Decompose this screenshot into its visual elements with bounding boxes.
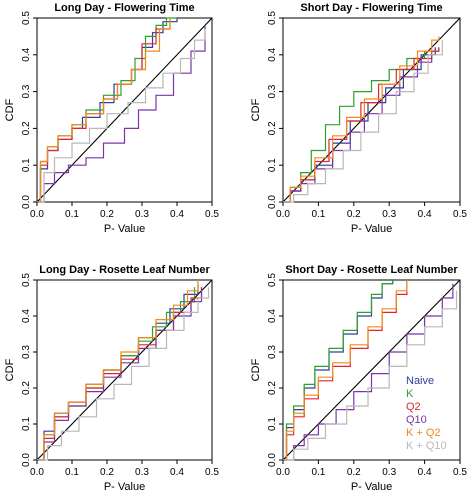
chart-title: Long Day - Flowering Time	[54, 2, 194, 14]
series-line-q2	[283, 47, 440, 203]
legend-entry: K	[406, 388, 414, 400]
x-axis-label: P- Value	[351, 481, 392, 493]
x-tick-label: 0.1	[311, 467, 325, 478]
y-tick-label: 0.5	[267, 273, 278, 287]
y-tick-label: 0.5	[21, 273, 32, 287]
chart-title: Short Day - Flowering Time	[300, 2, 442, 14]
plot-frame	[282, 17, 461, 203]
y-tick-label: 0.0	[267, 453, 278, 467]
x-tick-label: 0.3	[382, 467, 396, 478]
y-tick-label: 0.3	[21, 84, 32, 98]
legend-entry: Q2	[406, 401, 421, 413]
plot-frame	[36, 279, 213, 461]
series-line-k-q2	[283, 280, 408, 461]
series-line-k-q10	[283, 290, 458, 461]
plot-frame	[36, 17, 213, 203]
series-line-k-q2	[37, 280, 199, 461]
y-tick-label: 0.1	[21, 417, 32, 431]
x-tick-label: 0.5	[453, 209, 467, 220]
x-tick-label: 0.3	[382, 209, 396, 220]
diagonal-reference-line	[282, 17, 461, 203]
x-tick-label: 0.0	[30, 209, 44, 220]
x-tick-label: 0.1	[65, 209, 79, 220]
x-tick-label: 0.3	[135, 209, 149, 220]
y-tick-label: 0.4	[267, 309, 278, 323]
legend-entry: Naive	[406, 375, 434, 387]
chart-title: Long Day - Rosette Leaf Number	[39, 264, 210, 276]
diagonal-reference-line	[36, 279, 213, 461]
x-tick-label: 0.4	[418, 467, 432, 478]
y-tick-label: 0.1	[21, 158, 32, 172]
chart-panel: Long Day - Rosette Leaf Number 0.0 0.1 0.2 0…	[4, 264, 219, 493]
y-tick-label: 0.2	[21, 121, 32, 135]
series-line-q10	[283, 54, 433, 203]
x-tick-label: 0.1	[65, 467, 79, 478]
y-tick-label: 0.2	[267, 121, 278, 135]
y-tick-label: 0.2	[267, 381, 278, 395]
series-line-k-q2	[37, 18, 171, 203]
x-tick-label: 0.4	[170, 209, 184, 220]
x-axis-label: P- Value	[104, 223, 145, 235]
x-tick-label: 0.2	[100, 209, 114, 220]
chart-title: Short Day - Rosette Leaf Number	[285, 264, 458, 276]
y-tick-label: 0.0	[267, 195, 278, 209]
x-tick-label: 0.5	[453, 467, 467, 478]
y-tick-label: 0.1	[267, 158, 278, 172]
x-tick-label: 0.4	[418, 209, 432, 220]
x-tick-label: 0.1	[311, 209, 325, 220]
series-line-k	[283, 280, 394, 461]
x-tick-label: 0.3	[135, 467, 149, 478]
series-line-k-q10	[37, 29, 206, 203]
series-line-q2	[283, 280, 408, 461]
y-axis-label: CDF	[4, 358, 16, 381]
x-tick-label: 0.0	[30, 467, 44, 478]
x-tick-label: 0.0	[276, 209, 290, 220]
y-tick-label: 0.0	[21, 195, 32, 209]
y-tick-label: 0.5	[21, 11, 32, 25]
series-line-naive	[283, 280, 394, 461]
y-tick-label: 0.5	[267, 11, 278, 25]
x-tick-label: 0.2	[100, 467, 114, 478]
y-axis-label: CDF	[4, 98, 16, 121]
legend-entry: K + Q2	[406, 427, 441, 439]
y-tick-label: 0.4	[21, 47, 32, 61]
chart-panel: Short Day - Flowering Time 0.0 0.1 0.2 0.3 0.…	[250, 2, 467, 235]
x-tick-label: 0.5	[205, 467, 219, 478]
x-tick-label: 0.0	[276, 467, 290, 478]
series-line-k-q2	[283, 36, 440, 203]
y-axis-label: CDF	[250, 98, 262, 121]
y-tick-label: 0.1	[267, 417, 278, 431]
y-tick-label: 0.3	[267, 84, 278, 98]
diagonal-reference-line	[282, 279, 461, 461]
y-tick-label: 0.4	[21, 309, 32, 323]
y-tick-label: 0.0	[21, 453, 32, 467]
series-line-k	[283, 47, 440, 203]
diagonal-reference-line	[36, 17, 213, 203]
x-axis-label: P- Value	[104, 481, 145, 493]
x-tick-label: 0.5	[205, 209, 219, 220]
chart-panel: Long Day - Flowering Time 0.0 0.1 0.2 0.3 0.4…	[4, 2, 219, 235]
series-line-k-q10	[283, 40, 443, 203]
chart-panel: Short Day - Rosette Leaf Number 0.0 0.1 0.2…	[250, 264, 467, 493]
legend-entry: K + Q10	[406, 440, 447, 452]
y-tick-label: 0.3	[267, 345, 278, 359]
y-tick-label: 0.3	[21, 345, 32, 359]
x-axis-label: P- Value	[351, 223, 392, 235]
x-tick-label: 0.2	[347, 209, 361, 220]
y-axis-label: CDF	[250, 358, 262, 381]
legend-entry: Q10	[406, 414, 427, 426]
x-tick-label: 0.4	[170, 467, 184, 478]
y-tick-label: 0.2	[21, 381, 32, 395]
x-tick-label: 0.2	[347, 467, 361, 478]
series-line-q10	[283, 283, 454, 461]
plot-frame	[282, 279, 461, 461]
series-line-k-q10	[37, 287, 210, 461]
y-tick-label: 0.4	[267, 47, 278, 61]
